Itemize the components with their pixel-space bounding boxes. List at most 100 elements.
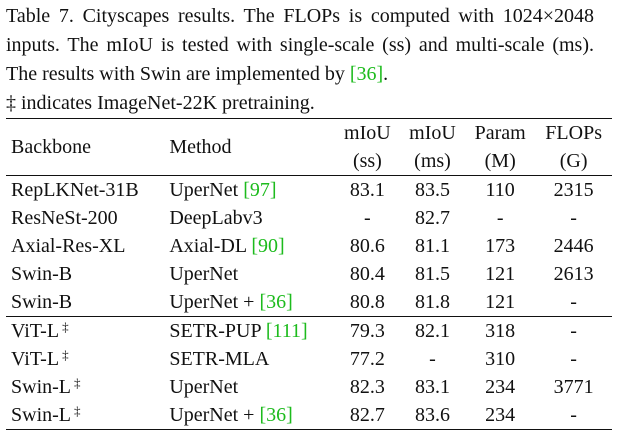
cell-param: 121 (465, 288, 536, 317)
table-row: RepLKNet-31B UperNet [97] 83.1 83.5 110 2315 (6, 176, 612, 205)
cell-backbone: Swin-L ‡ (6, 401, 165, 430)
cell-method: Axial-DL [90] (164, 232, 335, 260)
method-name: UperNet (169, 262, 239, 285)
cell-backbone: Swin-B (6, 260, 164, 288)
method-citation[interactable]: [90] (251, 234, 285, 257)
cell-method: UperNet (164, 373, 335, 401)
cell-flops: 2315 (553, 178, 594, 201)
table-row: Swin-B UperNet + [36] 80.8 81.8 121- (6, 288, 612, 317)
header-miou-ms: mIoU (399, 118, 466, 147)
cell-method: UperNet [97] (164, 176, 335, 205)
cell-miou-ms: 82.1 (415, 319, 451, 342)
cell-param: - (496, 206, 504, 229)
cell-miou-ss: 82.3 (349, 375, 385, 398)
cell-flops: - (570, 347, 577, 370)
cell-miou-ss: 82.7 (334, 401, 400, 430)
cell-method: UperNet (164, 260, 335, 288)
header-miou-ms-unit: (ms) (399, 147, 466, 176)
table-row: Axial-Res-XL Axial-DL [90] 80.6 81.1 173 2446 (6, 232, 612, 260)
cell-miou-ss: 83.1 (349, 178, 385, 201)
cell-param: 121 (485, 262, 516, 285)
method-name: DeepLabv3 (169, 206, 263, 229)
caption-citation[interactable]: [36] (349, 63, 384, 85)
caption-text: Cityscapes results. The FLOPs is compute… (6, 5, 594, 85)
cell-param: 173 (485, 234, 516, 257)
backbone-name: Swin-B (11, 290, 73, 313)
cell-backbone: ViT-L ‡ (6, 345, 164, 373)
backbone-name: ViT-L (11, 348, 60, 370)
cell-miou-ms: 83.1 (415, 375, 451, 398)
header-param: Param (465, 118, 536, 147)
cell-backbone: Axial-Res-XL (6, 232, 164, 260)
pretraining-mark: ‡ (74, 375, 81, 390)
method-name: UperNet (169, 375, 239, 398)
cell-miou-ss: - (364, 206, 371, 229)
pretraining-mark: ‡ (62, 319, 69, 334)
cell-method: SETR-MLA (164, 345, 335, 373)
table-caption: Table 7. Cityscapes results. The FLOPs i… (6, 2, 594, 118)
header-miou-ss: mIoU (334, 118, 400, 147)
cell-backbone: ResNeSt-200 (6, 204, 164, 232)
cell-flops: - (570, 206, 577, 229)
cell-miou-ss: 80.4 (349, 262, 385, 285)
header-miou-ss-unit: (ss) (334, 147, 400, 176)
cell-flops: 2446 (553, 234, 594, 257)
method-name: SETR-MLA (169, 347, 270, 370)
cell-flops: - (535, 401, 612, 430)
header-flops: FLOPs (535, 118, 612, 147)
cell-flops: - (570, 319, 577, 342)
cell-flops: 3771 (553, 375, 594, 398)
table-row: ViT-L ‡ SETR-PUP [111] 79.3 82.1 318- (6, 317, 612, 346)
backbone-name: Swin-L (11, 376, 71, 398)
header-backbone: Backbone (6, 118, 165, 176)
method-citation[interactable]: [97] (243, 178, 277, 201)
method-name: UperNet + (169, 290, 260, 313)
table-row: ResNeSt-200 DeepLabv3 - 82.7 - - (6, 204, 612, 232)
cell-miou-ss: 77.2 (349, 347, 385, 370)
cell-miou-ss: 80.6 (349, 234, 385, 257)
cell-flops: - (535, 288, 612, 317)
cell-miou-ms: 81.5 (415, 262, 451, 285)
cell-param: 234 (465, 401, 536, 430)
caption-footnote: ‡ indicates ImageNet-22K pretraining. (6, 92, 315, 114)
caption-period: . (383, 63, 389, 85)
cell-param: 110 (485, 178, 515, 201)
cell-miou-ms: - (429, 347, 436, 370)
method-citation[interactable]: [111] (265, 319, 308, 342)
pretraining-mark: ‡ (74, 403, 81, 418)
method-name: Axial-DL (169, 234, 252, 257)
cell-method: UperNet + [36] (164, 288, 335, 317)
cell-backbone: Swin-B (6, 288, 165, 317)
method-citation[interactable]: [36] (259, 290, 293, 313)
cell-miou-ss: 80.8 (334, 288, 400, 317)
cell-param: 318 (485, 319, 516, 342)
cell-method: UperNet + [36] (164, 401, 335, 430)
cell-backbone: Swin-L ‡ (6, 373, 164, 401)
cell-miou-ms: 81.8 (399, 288, 466, 317)
cell-method: DeepLabv3 (164, 204, 335, 232)
cell-method: SETR-PUP [111] (164, 317, 335, 346)
header-row-top: Backbone Method mIoU mIoU Param FLOPs (6, 118, 612, 176)
backbone-name: ResNeSt-200 (11, 206, 118, 229)
cell-miou-ms: 83.5 (415, 178, 451, 201)
method-name: UperNet (169, 178, 244, 201)
pretraining-mark: ‡ (62, 347, 69, 362)
backbone-name: RepLKNet-31B (11, 178, 139, 201)
cell-backbone: RepLKNet-31B (6, 176, 164, 205)
backbone-name: Swin-L (11, 404, 71, 426)
method-name: UperNet + (169, 403, 260, 426)
cell-miou-ms: 83.6 (399, 401, 466, 430)
cell-miou-ms: 81.1 (415, 234, 451, 257)
cell-flops: 2613 (553, 262, 594, 285)
cell-miou-ms: 82.7 (415, 206, 451, 229)
backbone-name: Swin-B (11, 262, 73, 285)
table-row: Swin-L ‡ UperNet 82.3 83.1 234 3771 (6, 373, 612, 401)
header-param-unit: (M) (465, 147, 536, 176)
header-flops-unit: (G) (535, 147, 612, 176)
method-citation[interactable]: [36] (259, 403, 293, 426)
table-body: RepLKNet-31B UperNet [97] 83.1 83.5 110 2315 R… (6, 176, 612, 430)
results-table: Backbone Method mIoU mIoU Param FLOPs (s… (6, 118, 612, 430)
method-name: SETR-PUP (169, 319, 266, 342)
cell-miou-ss: 79.3 (349, 319, 385, 342)
